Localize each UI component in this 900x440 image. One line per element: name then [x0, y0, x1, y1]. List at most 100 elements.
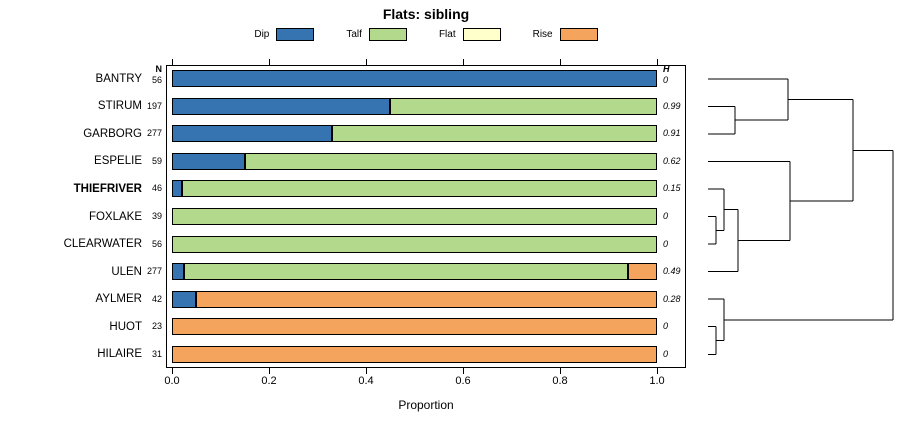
y-axis-label: HILAIRE	[97, 348, 142, 361]
bar-segment-talf	[244, 152, 658, 170]
x-axis-top-tick	[366, 59, 367, 65]
legend: Dip Talf Flat Rise	[166, 28, 686, 41]
legend-swatch	[368, 28, 407, 41]
x-axis-tick-label: 0.0	[164, 375, 180, 387]
n-value: 23	[151, 321, 162, 332]
h-value: 0.15	[663, 183, 681, 194]
n-value: 59	[151, 155, 162, 166]
y-axis-label: ULEN	[111, 265, 142, 278]
n-value: 277	[146, 266, 162, 277]
n-value: 46	[151, 183, 162, 194]
legend-swatch	[559, 28, 598, 41]
bar-segment-talf	[332, 125, 658, 143]
bar-segment-rise	[627, 263, 657, 281]
bar-huot	[172, 318, 657, 336]
y-axis-label: BANTRY	[95, 72, 142, 85]
bar-clearwater	[172, 235, 657, 253]
h-value: 0	[663, 238, 669, 249]
bar-segment-rise	[196, 290, 658, 308]
h-value: 0.28	[663, 293, 681, 304]
legend-swatch	[276, 28, 315, 41]
h-value: 0.99	[663, 100, 681, 111]
bar-segment-talf	[172, 235, 657, 253]
plot-area	[166, 65, 686, 368]
legend-swatch	[462, 28, 501, 41]
n-value-text: 56	[151, 74, 162, 85]
y-axis-label: STIRUM	[97, 100, 142, 113]
h-value: 0	[663, 348, 669, 359]
legend-item-dip: Dip	[254, 28, 315, 41]
x-axis-tick-label: 0.2	[261, 375, 277, 387]
x-axis-top-tick	[560, 59, 561, 65]
x-axis-tick-label: 0.6	[455, 375, 471, 387]
x-axis-top-tick	[172, 59, 173, 65]
y-axis-label: THIEFRIVER	[73, 182, 142, 195]
legend-label: Flat	[438, 29, 456, 40]
legend-item-talf: Talf	[346, 28, 407, 41]
x-axis-title: Proportion	[398, 398, 454, 412]
x-axis-top-tick	[269, 59, 270, 65]
n-value: N 56	[118, 64, 162, 86]
bar-garborg	[172, 125, 658, 143]
n-value: 277	[146, 128, 162, 139]
bar-segment-dip	[172, 263, 185, 281]
n-value: 56	[151, 238, 162, 249]
n-value: 39	[151, 211, 162, 221]
legend-label: Talf	[346, 29, 362, 40]
y-axis-label: GARBORG	[83, 127, 142, 140]
bar-segment-rise	[172, 345, 657, 363]
h-value-text: 0	[663, 74, 669, 85]
x-axis-tick-label: 1.0	[649, 375, 665, 387]
n-value: 31	[151, 348, 162, 359]
legend-label: Rise	[532, 29, 553, 40]
x-axis-tick-label: 0.8	[552, 375, 568, 387]
x-axis-tick	[657, 368, 658, 374]
bar-segment-talf	[172, 208, 657, 225]
x-axis-tick	[172, 368, 173, 374]
bar-hilaire	[172, 345, 657, 363]
x-axis-top-tick	[657, 59, 658, 65]
x-axis-tick	[463, 368, 464, 374]
chart-title: Flats: sibling	[382, 6, 470, 22]
bar-ulen	[172, 263, 657, 281]
bar-segment-dip	[172, 70, 657, 88]
x-axis-tick-label: 0.4	[358, 375, 374, 387]
bar-segment-talf	[181, 180, 657, 198]
bar-segment-dip	[172, 180, 182, 198]
y-axis-label: HUOT	[109, 320, 142, 333]
x-axis-top-tick	[463, 59, 464, 65]
x-axis-tick	[366, 368, 367, 374]
bar-foxlake	[172, 208, 657, 225]
n-value: 42	[151, 293, 162, 304]
n-column-header: N	[155, 63, 163, 74]
bar-segment-dip	[172, 125, 333, 143]
bar-segment-dip	[172, 152, 245, 170]
bar-thiefriver	[172, 180, 657, 198]
h-value: 0.62	[663, 155, 681, 166]
x-axis-tick	[560, 368, 561, 374]
y-axis-label: CLEARWATER	[63, 238, 142, 251]
legend-label: Dip	[254, 29, 270, 40]
bar-stirum	[172, 97, 658, 115]
h-column-header: H	[663, 63, 670, 74]
h-value: 0	[663, 321, 669, 332]
bar-bantry	[172, 70, 657, 88]
bar-segment-talf	[184, 263, 628, 281]
y-axis-label: AYLMER	[95, 293, 142, 306]
bar-segment-dip	[172, 97, 391, 115]
h-value: 0.49	[663, 266, 681, 277]
legend-item-flat: Flat	[439, 28, 501, 41]
h-value: 0	[663, 211, 669, 221]
bar-segment-dip	[172, 290, 197, 308]
bar-segment-talf	[390, 97, 658, 115]
h-value: 0.91	[663, 128, 681, 139]
legend-item-rise: Rise	[533, 28, 598, 41]
x-axis-tick	[269, 368, 270, 374]
bar-aylmer	[172, 290, 658, 308]
bar-espelie	[172, 152, 658, 170]
y-axis-label: FOXLAKE	[88, 210, 142, 223]
n-value: 197	[146, 100, 162, 111]
y-axis-label: ESPELIE	[94, 155, 142, 168]
